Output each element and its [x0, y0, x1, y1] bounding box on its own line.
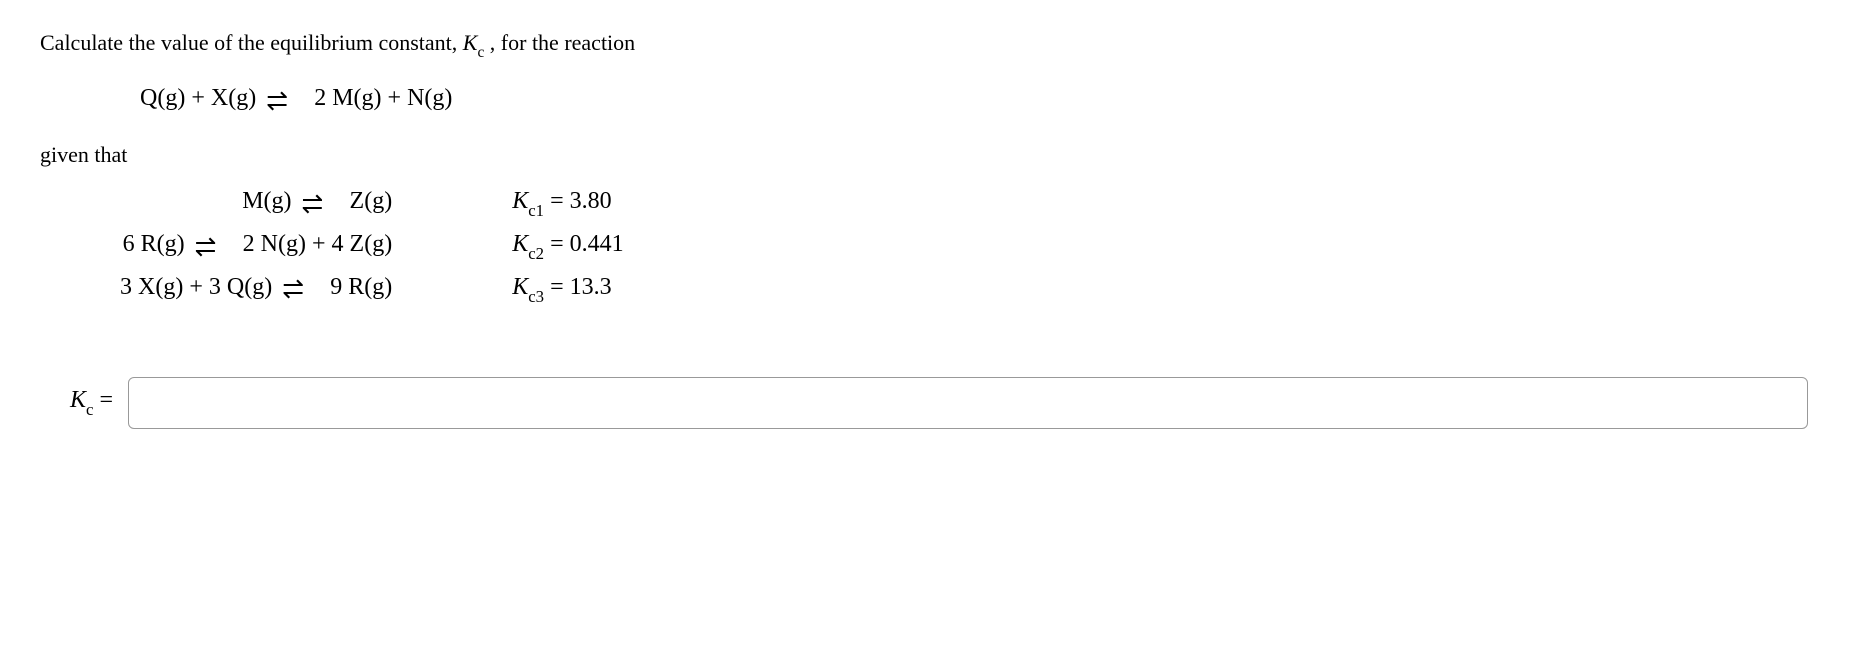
kc-symbol-sub: c	[477, 44, 484, 61]
answer-k: K	[70, 387, 86, 413]
equations-table: M(g) Z(g) Kc1 = 3.80 6 R(g) 2 N(g) + 4 Z…	[120, 188, 624, 316]
eq1-rhs: Z(g)	[350, 188, 393, 214]
kc1-value: 3.80	[570, 188, 612, 214]
eq3-lhs-2: 3 Q(g)	[209, 274, 272, 300]
question-text: Calculate the value of the equilibrium c…	[40, 30, 1834, 60]
kc3: Kc3 = 13.3	[512, 274, 623, 317]
eq3-lhs-1: 3 X(g)	[120, 274, 183, 300]
target-equation: Q(g) + X(g) 2 M(g) + N(g)	[140, 85, 1834, 112]
eq-lhs-x: X(g)	[211, 85, 256, 111]
eq-rhs-m: 2 M(g)	[314, 85, 381, 111]
equation-row-3: 3 X(g) + 3 Q(g) 9 R(g) Kc3 = 13.3	[120, 274, 624, 317]
question-suffix: , for the reaction	[484, 30, 635, 55]
equilibrium-arrow-icon	[266, 91, 304, 109]
answer-sub: c	[86, 400, 93, 419]
kc1-k: K	[512, 188, 528, 214]
answer-label: Kc =	[70, 387, 113, 418]
equilibrium-arrow-icon	[282, 279, 320, 297]
eq2-rhs-1: 2 N(g)	[243, 231, 306, 257]
kc-answer-input[interactable]	[128, 377, 1808, 429]
eq3-rhs: 9 R(g)	[330, 274, 392, 300]
question-prefix: Calculate the value of the equilibrium c…	[40, 30, 463, 55]
kc2-value: 0.441	[570, 231, 624, 257]
plus: +	[185, 85, 211, 111]
eq-lhs-q: Q(g)	[140, 85, 185, 111]
eq-rhs-n: N(g)	[407, 85, 452, 111]
equation-3: 3 X(g) + 3 Q(g) 9 R(g)	[120, 274, 512, 317]
eq2-lhs: 6 R(g)	[123, 231, 185, 257]
eq1-lhs: M(g)	[242, 188, 291, 214]
equilibrium-arrow-icon	[195, 237, 233, 255]
equation-1: M(g) Z(g)	[120, 188, 512, 231]
kc3-sub: c3	[528, 287, 544, 306]
answer-row: Kc =	[70, 377, 1834, 429]
kc2-sub: c2	[528, 244, 544, 263]
equation-row-2: 6 R(g) 2 N(g) + 4 Z(g) Kc2 = 0.441	[120, 231, 624, 274]
kc3-k: K	[512, 274, 528, 300]
answer-equals: =	[93, 387, 113, 413]
equation-2: 6 R(g) 2 N(g) + 4 Z(g)	[120, 231, 512, 274]
equation-row-1: M(g) Z(g) Kc1 = 3.80	[120, 188, 624, 231]
plus: +	[183, 274, 209, 300]
kc3-value: 13.3	[570, 274, 612, 300]
kc1: Kc1 = 3.80	[512, 188, 623, 231]
plus: +	[382, 85, 408, 111]
kc2: Kc2 = 0.441	[512, 231, 623, 274]
eq2-rhs-2: 4 Z(g)	[332, 231, 393, 257]
kc-symbol-k: K	[463, 30, 478, 55]
kc1-sub: c1	[528, 201, 544, 220]
kc2-k: K	[512, 231, 528, 257]
equilibrium-arrow-icon	[302, 194, 340, 212]
given-label: given that	[40, 142, 1834, 168]
plus: +	[306, 231, 332, 257]
